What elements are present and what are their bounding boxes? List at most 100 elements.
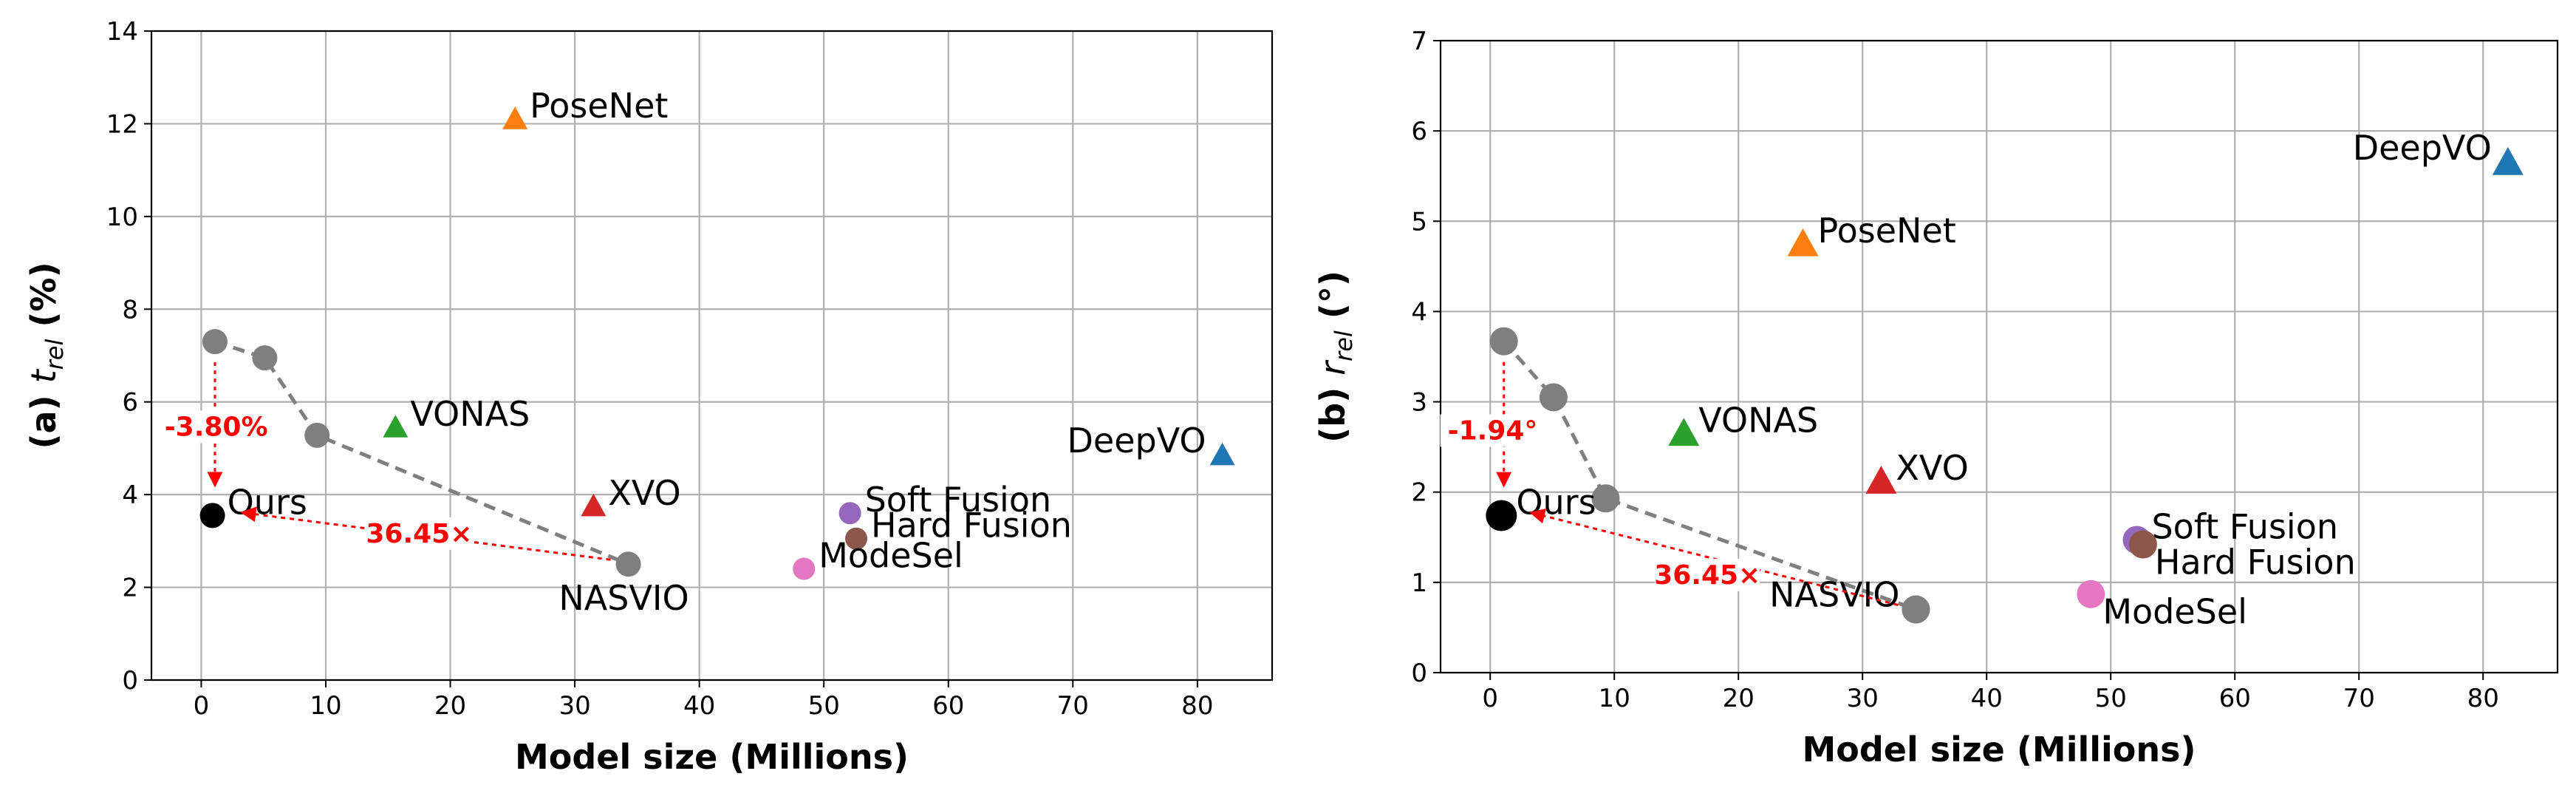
label-modesel: ModeSel	[2102, 592, 2247, 632]
x-tick-label: 40	[1971, 684, 2003, 713]
label-nasvio: NASVIO	[558, 578, 689, 618]
pareto-line	[1502, 340, 1917, 611]
x-tick-label: 20	[1723, 684, 1755, 713]
label-vonas: VONAS	[1698, 400, 1818, 440]
annotation-text: -1.94°	[1448, 415, 1538, 446]
x-tick-label: 50	[2095, 684, 2127, 713]
x-tick-label: 30	[558, 691, 590, 721]
label-soft-fusion: Soft Fusion	[2151, 506, 2338, 546]
y-tick-label: 12	[106, 109, 138, 139]
annotation-text: 36.45×	[366, 519, 472, 549]
annotation-bg	[163, 410, 269, 444]
panel-label: (b)	[1313, 375, 1353, 443]
x-tick-label: 60	[932, 691, 964, 721]
x-tick-label: 10	[310, 691, 341, 721]
annotation-bg	[366, 517, 472, 550]
label-xvo: XVO	[608, 473, 680, 513]
label-nasvio: NASVIO	[1769, 575, 1899, 615]
y-label-sub: rel	[1330, 330, 1358, 361]
pareto-point	[1489, 327, 1518, 356]
x-tick-label: 0	[194, 691, 210, 721]
pareto-line	[214, 339, 629, 566]
point-posenet	[502, 106, 528, 129]
x-tick-label: 60	[2219, 684, 2251, 713]
point-deepvo	[1209, 442, 1235, 466]
x-tick-label: 40	[683, 691, 715, 721]
plot-frame	[150, 30, 1274, 682]
point-nasvio	[1902, 595, 1930, 624]
y-tick-label: 1	[1411, 568, 1427, 598]
y-tick-label: 6	[122, 388, 138, 418]
pareto-point	[202, 329, 228, 355]
point-xvo	[1865, 466, 1897, 494]
point-ours	[1486, 500, 1517, 531]
point-nasvio	[617, 553, 640, 576]
y-tick-label: 7	[1411, 27, 1427, 56]
label-posenet: PoseNet	[530, 86, 668, 126]
point-modesel	[793, 557, 816, 580]
y-tick-label: 3	[1411, 388, 1427, 418]
label-posenet: PoseNet	[1818, 211, 1956, 251]
y-tick-label: 14	[106, 17, 138, 47]
pareto-point	[252, 345, 278, 371]
x-tick-label: 50	[808, 691, 840, 721]
annotation-bg	[1440, 414, 1545, 447]
panel-label: (a)	[24, 383, 64, 449]
label-vonas: VONAS	[410, 394, 530, 434]
point-ours	[199, 503, 225, 529]
y-tick-label: 8	[122, 295, 138, 324]
chart-panel-1: 0 10 20 30 40 50 60 70 80 0 1 2 3 4 5 6 7 Model size (Mil…	[1313, 27, 2559, 769]
x-tick-label: 0	[1482, 684, 1498, 713]
y-tick-label: 0	[122, 666, 138, 696]
x-tick-label: 20	[434, 691, 466, 721]
point-hard-fusion	[2128, 530, 2157, 559]
x-tick-label: 30	[1847, 684, 1879, 713]
point-xvo	[581, 493, 607, 517]
point-soft-fusion	[838, 502, 861, 525]
x-tick-label: 10	[1599, 684, 1630, 713]
pareto-point	[1539, 383, 1568, 412]
point-vonas	[1668, 418, 1700, 446]
y-tick-label: 2	[1411, 478, 1427, 508]
y-label-unit: (°)	[1313, 271, 1353, 330]
y-tick-label: 4	[1411, 297, 1427, 327]
label-deepvo: DeepVO	[2353, 128, 2492, 168]
label-hard-fusion: Hard Fusion	[871, 506, 1072, 546]
y-label-var: t	[24, 368, 64, 383]
y-tick-label: 5	[1411, 207, 1427, 237]
y-axis-label: (b) rrel (°)	[1313, 271, 1358, 443]
pareto-point	[304, 422, 330, 448]
y-tick-label: 2	[122, 574, 138, 603]
y-label-sub: rel	[41, 339, 69, 370]
y-tick-label: 10	[106, 203, 138, 232]
point-deepvo	[2492, 146, 2524, 175]
y-tick-label: 6	[1411, 117, 1427, 146]
x-axis-label: Model size (Millions)	[1802, 730, 2196, 769]
annotation-bg	[1655, 558, 1760, 591]
point-posenet	[1787, 228, 1819, 256]
label-xvo: XVO	[1896, 448, 1968, 488]
y-tick-label: 4	[122, 480, 138, 510]
y-label-unit: (%)	[24, 262, 64, 339]
chart-panel-0: 0 10 20 30 40 50 60 70 80 0 2 4 6 8 10 12 14 Model size (…	[24, 17, 1274, 777]
point-vonas	[383, 415, 409, 438]
annotation-text: 36.45×	[1654, 560, 1760, 591]
x-tick-label: 80	[1181, 691, 1213, 721]
x-tick-label: 70	[2343, 684, 2375, 713]
y-label-var: r	[1313, 359, 1353, 375]
x-axis-label: Model size (Millions)	[515, 737, 909, 777]
x-tick-label: 70	[1057, 691, 1089, 721]
label-soft-fusion: Soft Fusion	[865, 480, 1052, 520]
plot-frame	[1439, 39, 2559, 674]
y-axis-label: (a) trel (%)	[24, 262, 69, 449]
pareto-point	[1591, 484, 1620, 513]
label-deepvo: DeepVO	[1067, 421, 1206, 461]
annotation-text: -3.80%	[165, 412, 268, 443]
point-hard-fusion	[845, 527, 868, 550]
label-modesel: ModeSel	[819, 535, 963, 575]
point-modesel	[2077, 580, 2105, 608]
x-tick-label: 80	[2467, 684, 2499, 713]
label-hard-fusion: Hard Fusion	[2155, 543, 2356, 582]
